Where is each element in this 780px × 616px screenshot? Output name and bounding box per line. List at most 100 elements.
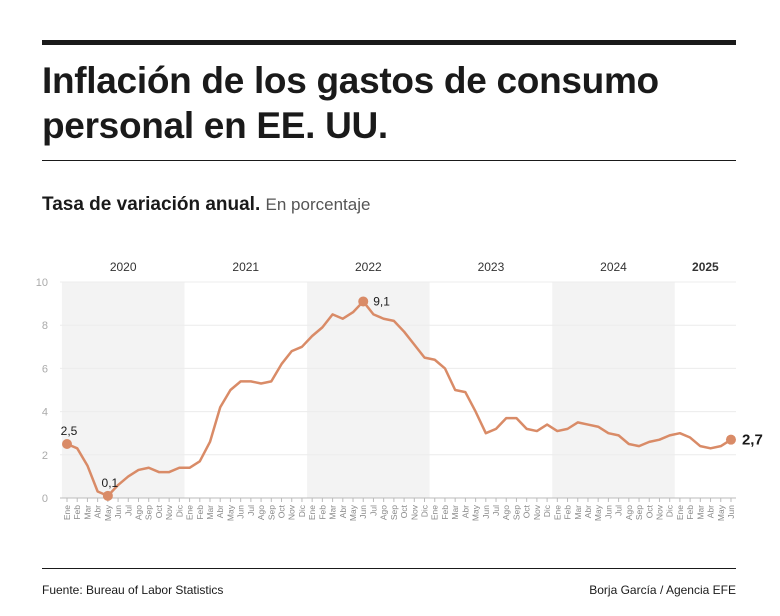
footer-divider bbox=[42, 568, 736, 569]
x-tick-label: Abr bbox=[583, 505, 593, 518]
x-tick-label: Mar bbox=[205, 505, 215, 520]
x-tick-label: Dic bbox=[665, 504, 675, 517]
y-tick-label: 10 bbox=[36, 277, 48, 289]
year-band bbox=[61, 282, 185, 498]
x-tick-label: Oct bbox=[154, 504, 164, 518]
x-tick-label: Mar bbox=[695, 505, 705, 520]
year-label: 2023 bbox=[478, 260, 505, 274]
data-label: 2,7 bbox=[742, 432, 763, 449]
top-rule bbox=[42, 40, 736, 45]
x-tick-label: Feb bbox=[317, 505, 327, 520]
x-tick-label: Oct bbox=[399, 504, 409, 518]
source-text: Fuente: Bureau of Labor Statistics bbox=[42, 583, 224, 597]
x-tick-label: Nov bbox=[164, 504, 174, 520]
x-tick-label: Sep bbox=[634, 505, 644, 520]
x-tick-label: Nov bbox=[532, 504, 542, 520]
x-tick-label: Jul bbox=[614, 505, 624, 516]
x-tick-label: Jul bbox=[491, 505, 501, 516]
credit-text: Borja García / Agencia EFE bbox=[589, 583, 736, 597]
x-tick-label: Mar bbox=[82, 505, 92, 520]
year-band bbox=[307, 282, 430, 498]
x-tick-label: Ene bbox=[675, 505, 685, 520]
year-label: 2021 bbox=[232, 260, 259, 274]
x-tick-label: Dic bbox=[420, 504, 430, 517]
x-tick-label: Nov bbox=[409, 504, 419, 520]
x-tick-label: Ago bbox=[134, 505, 144, 520]
data-label: 0,1 bbox=[102, 476, 119, 490]
chart-title: Inflación de los gastos de consumo perso… bbox=[42, 60, 659, 146]
highlight-point bbox=[62, 439, 72, 449]
x-tick-label: Nov bbox=[654, 504, 664, 520]
x-tick-label: Abr bbox=[215, 505, 225, 518]
x-tick-label: May bbox=[593, 504, 603, 521]
y-tick-label: 8 bbox=[42, 320, 48, 332]
year-band bbox=[552, 282, 675, 498]
chart-subtitle: Tasa de variación anual. En porcentaje bbox=[42, 194, 370, 216]
x-tick-label: Oct bbox=[522, 504, 532, 518]
x-tick-label: Ene bbox=[62, 505, 72, 520]
x-tick-label: Feb bbox=[440, 505, 450, 520]
x-tick-label: Abr bbox=[338, 505, 348, 518]
x-tick-label: May bbox=[225, 504, 235, 521]
x-tick-label: May bbox=[103, 504, 113, 521]
x-tick-label: Sep bbox=[266, 505, 276, 520]
x-tick-label: Ene bbox=[430, 505, 440, 520]
x-tick-label: May bbox=[471, 504, 481, 521]
x-tick-label: Oct bbox=[277, 504, 287, 518]
year-label: 2020 bbox=[110, 260, 137, 274]
x-tick-label: Jun bbox=[236, 505, 246, 519]
x-tick-label: Jun bbox=[358, 505, 368, 519]
x-tick-label: Feb bbox=[563, 505, 573, 520]
x-tick-label: Abr bbox=[706, 505, 716, 518]
x-tick-label: Ago bbox=[501, 505, 511, 520]
x-tick-label: Dic bbox=[542, 504, 552, 517]
x-tick-label: Jul bbox=[368, 505, 378, 516]
highlight-point bbox=[358, 296, 369, 307]
x-tick-label: May bbox=[348, 504, 358, 521]
x-tick-label: Ago bbox=[256, 505, 266, 520]
x-tick-label: Dic bbox=[297, 504, 307, 517]
x-tick-label: Mar bbox=[573, 505, 583, 520]
x-tick-label: Jun bbox=[603, 505, 613, 519]
x-tick-label: Sep bbox=[144, 505, 154, 520]
x-tick-label: Feb bbox=[685, 505, 695, 520]
divider bbox=[42, 160, 736, 161]
x-tick-label: Mar bbox=[450, 505, 460, 520]
x-tick-label: Dic bbox=[174, 504, 184, 517]
x-tick-label: Jun bbox=[481, 505, 491, 519]
y-tick-label: 4 bbox=[42, 407, 48, 419]
x-tick-label: Ene bbox=[185, 505, 195, 520]
y-tick-label: 6 bbox=[42, 363, 48, 375]
x-tick-label: May bbox=[716, 504, 726, 521]
x-tick-label: Jul bbox=[246, 505, 256, 516]
x-tick-label: Sep bbox=[511, 505, 521, 520]
x-tick-label: Jun bbox=[113, 505, 123, 519]
x-tick-label: Jul bbox=[123, 505, 133, 516]
year-label: 2024 bbox=[600, 260, 627, 274]
x-tick-label: Sep bbox=[389, 505, 399, 520]
x-tick-label: Abr bbox=[460, 505, 470, 518]
year-label: 2022 bbox=[355, 260, 382, 274]
y-tick-label: 2 bbox=[42, 450, 48, 462]
x-tick-label: Ago bbox=[624, 505, 634, 520]
x-tick-label: Abr bbox=[93, 505, 103, 518]
highlight-point bbox=[725, 434, 736, 445]
x-tick-label: Nov bbox=[287, 504, 297, 520]
data-line bbox=[66, 300, 732, 498]
x-tick-label: Feb bbox=[72, 505, 82, 520]
x-tick-label: Ene bbox=[307, 505, 317, 520]
unit-text: En porcentaje bbox=[265, 195, 371, 214]
subtitle-text: Tasa de variación anual. bbox=[42, 194, 261, 215]
y-tick-label: 0 bbox=[42, 493, 48, 505]
x-tick-label: Ago bbox=[379, 505, 389, 520]
x-tick-label: Oct bbox=[644, 504, 654, 518]
x-tick-label: Jun bbox=[726, 505, 736, 519]
data-label: 2,5 bbox=[61, 424, 78, 438]
x-tick-label: Ene bbox=[552, 505, 562, 520]
year-label: 2025 bbox=[692, 260, 719, 274]
highlight-point bbox=[102, 490, 113, 501]
data-label: 9,1 bbox=[373, 294, 390, 308]
x-tick-label: Mar bbox=[328, 505, 338, 520]
x-tick-label: Feb bbox=[195, 505, 205, 520]
